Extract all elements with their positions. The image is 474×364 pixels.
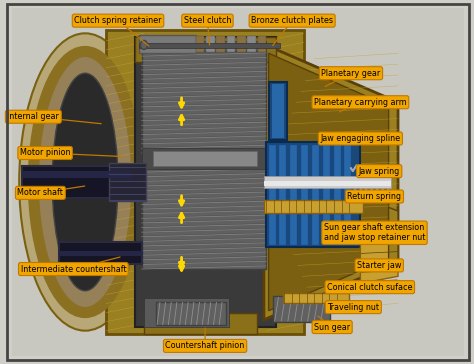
FancyBboxPatch shape xyxy=(264,176,391,188)
FancyBboxPatch shape xyxy=(272,84,284,138)
Ellipse shape xyxy=(52,73,118,291)
FancyBboxPatch shape xyxy=(142,51,266,153)
Text: Jaw spring: Jaw spring xyxy=(358,167,400,175)
FancyBboxPatch shape xyxy=(345,214,351,245)
FancyBboxPatch shape xyxy=(334,214,341,245)
Text: Starter jaw: Starter jaw xyxy=(357,261,401,270)
Text: Clutch spring retainer: Clutch spring retainer xyxy=(74,16,162,25)
Polygon shape xyxy=(264,44,398,320)
FancyBboxPatch shape xyxy=(247,36,256,52)
Text: Countershaft pinion: Countershaft pinion xyxy=(165,341,245,351)
FancyBboxPatch shape xyxy=(264,181,391,186)
Text: Internal gear: Internal gear xyxy=(8,112,59,121)
FancyBboxPatch shape xyxy=(269,82,287,140)
FancyBboxPatch shape xyxy=(301,145,308,202)
Text: Return spring: Return spring xyxy=(347,192,401,201)
FancyBboxPatch shape xyxy=(144,40,266,59)
FancyBboxPatch shape xyxy=(12,8,464,356)
FancyBboxPatch shape xyxy=(139,35,196,53)
FancyBboxPatch shape xyxy=(155,302,226,325)
Polygon shape xyxy=(360,226,398,284)
FancyBboxPatch shape xyxy=(142,167,266,269)
FancyBboxPatch shape xyxy=(142,147,266,169)
Text: Motor pinion: Motor pinion xyxy=(20,149,70,158)
FancyBboxPatch shape xyxy=(109,163,146,201)
FancyBboxPatch shape xyxy=(323,145,330,202)
FancyBboxPatch shape xyxy=(144,298,228,327)
Text: Planetary carrying arm: Planetary carrying arm xyxy=(314,98,407,107)
Text: Conical clutch suface: Conical clutch suface xyxy=(327,283,412,292)
FancyBboxPatch shape xyxy=(280,214,286,245)
FancyBboxPatch shape xyxy=(323,214,330,245)
Text: Bronze clutch plates: Bronze clutch plates xyxy=(251,16,333,25)
FancyBboxPatch shape xyxy=(290,145,297,202)
Polygon shape xyxy=(269,53,389,311)
FancyBboxPatch shape xyxy=(237,36,246,52)
FancyBboxPatch shape xyxy=(273,296,330,322)
FancyBboxPatch shape xyxy=(312,214,319,245)
FancyBboxPatch shape xyxy=(106,30,304,334)
Text: Sun gear: Sun gear xyxy=(314,323,350,332)
FancyBboxPatch shape xyxy=(283,293,348,304)
Text: Planetary gear: Planetary gear xyxy=(321,69,381,78)
FancyBboxPatch shape xyxy=(135,37,276,62)
FancyBboxPatch shape xyxy=(264,200,363,213)
FancyBboxPatch shape xyxy=(22,171,132,178)
FancyBboxPatch shape xyxy=(22,166,132,198)
FancyBboxPatch shape xyxy=(280,145,286,202)
Polygon shape xyxy=(389,207,398,265)
Text: Traveling nut: Traveling nut xyxy=(328,302,379,312)
FancyBboxPatch shape xyxy=(153,151,257,166)
FancyBboxPatch shape xyxy=(345,145,351,202)
FancyBboxPatch shape xyxy=(266,142,360,204)
FancyBboxPatch shape xyxy=(196,36,204,52)
FancyBboxPatch shape xyxy=(301,214,308,245)
Ellipse shape xyxy=(19,33,151,331)
FancyBboxPatch shape xyxy=(144,313,257,334)
FancyBboxPatch shape xyxy=(334,145,341,202)
Text: Motor shaft: Motor shaft xyxy=(18,189,64,197)
Text: Sun gear shaft extension
and jaw stop retainer nut: Sun gear shaft extension and jaw stop re… xyxy=(324,223,425,242)
Text: Jaw engaging spline: Jaw engaging spline xyxy=(320,134,401,143)
Ellipse shape xyxy=(33,51,137,313)
FancyBboxPatch shape xyxy=(59,251,142,256)
FancyBboxPatch shape xyxy=(139,43,281,48)
Text: Steel clutch: Steel clutch xyxy=(184,16,231,25)
FancyBboxPatch shape xyxy=(312,145,319,202)
FancyBboxPatch shape xyxy=(227,36,235,52)
FancyBboxPatch shape xyxy=(217,36,225,52)
FancyBboxPatch shape xyxy=(269,214,276,245)
FancyBboxPatch shape xyxy=(59,242,142,264)
Text: Intermediate countershaft: Intermediate countershaft xyxy=(20,265,126,273)
FancyBboxPatch shape xyxy=(206,36,215,52)
Ellipse shape xyxy=(140,40,147,50)
FancyBboxPatch shape xyxy=(290,214,297,245)
FancyBboxPatch shape xyxy=(269,145,276,202)
FancyBboxPatch shape xyxy=(135,37,276,327)
FancyBboxPatch shape xyxy=(266,211,360,247)
FancyBboxPatch shape xyxy=(258,36,266,52)
